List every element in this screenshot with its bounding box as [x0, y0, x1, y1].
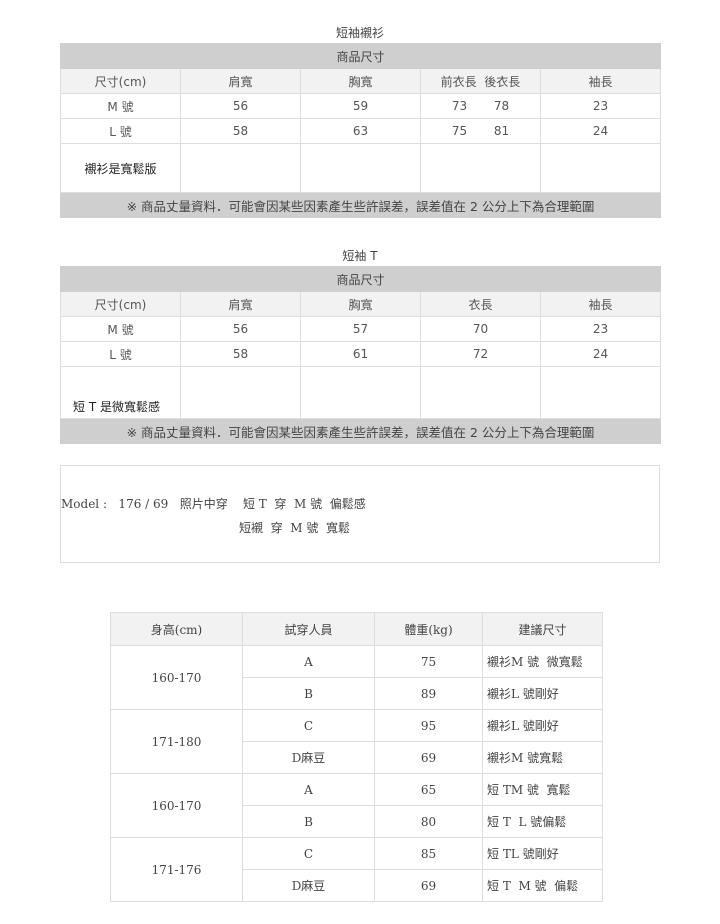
table-cell: L 號	[60, 341, 181, 367]
table-cell: 59	[300, 93, 421, 119]
table-row: B 89 襯衫L 號剛好	[111, 677, 603, 710]
weight: 75	[374, 645, 483, 678]
model-info-line-2: 短襯 穿 M 號 寬鬆	[239, 521, 350, 535]
height-range: 160-170	[110, 645, 243, 710]
size-table: 商品尺寸 尺寸(cm) 肩寬 胸寬 衣長 袖長 M 號 56 57 70 23 L 號 58 61 72 24…	[59, 266, 662, 444]
tester: A	[242, 773, 375, 806]
table-row: 171-180 C 95 襯衫L 號剛好	[110, 709, 603, 774]
column-header: 胸寬	[300, 291, 421, 317]
table-cell: 73 78	[420, 93, 541, 119]
table-cell: 24	[539, 118, 662, 144]
table-cell: 23	[539, 93, 662, 119]
tester: B	[242, 677, 375, 710]
size-table: 商品尺寸 尺寸(cm) 肩寬 胸寬 前衣長 後衣長 袖長 M 號 56 59 73 78 23 L 號…	[59, 43, 662, 218]
measurement-disclaimer: ※ 商品丈量資料．可能會因某些因素產生些許誤差，誤差值在 2 公分上下為合理範圍	[59, 192, 662, 218]
column-header: 身高(cm)	[110, 612, 243, 646]
column-header: 尺寸(cm)	[60, 68, 181, 94]
table-cell: 72	[420, 341, 541, 367]
size-bar-label: 商品尺寸	[59, 266, 662, 292]
table-cell: 24	[539, 341, 662, 367]
fit-note: 短 T 是微寬鬆感	[60, 366, 181, 419]
table-cell: 56	[180, 93, 301, 119]
table-cell: 63	[300, 118, 421, 144]
fit-note: 襯衫是寬鬆版	[60, 143, 181, 193]
suggested-size: 襯衫M 號寬鬆	[482, 741, 603, 774]
suggested-size: 襯衫L 號剛好	[482, 677, 603, 710]
table-row: D麻豆 69 襯衫M 號寬鬆	[111, 741, 603, 774]
column-header: 尺寸(cm)	[60, 291, 181, 317]
tester: D麻豆	[242, 741, 375, 774]
tester: D麻豆	[242, 869, 375, 902]
column-header: 袖長	[539, 68, 662, 94]
tester: A	[242, 645, 375, 678]
table-cell: 61	[300, 341, 421, 367]
weight: 65	[374, 773, 483, 806]
suggested-size: 襯衫M 號 微寬鬆	[482, 645, 603, 678]
model-info-line-1: Model : 176 / 69 照片中穿 短 T 穿 M 號 偏鬆感	[61, 497, 366, 511]
weight: 95	[374, 709, 483, 742]
table-row: 160-170 A 65 短 TM 號 寬鬆	[110, 773, 603, 838]
column-header: 肩寬	[180, 291, 301, 317]
table-cell: 58	[180, 118, 301, 144]
table-title: 短袖 T	[342, 249, 378, 263]
table-cell: 57	[300, 316, 421, 342]
table-cell: M 號	[60, 93, 181, 119]
tester: C	[242, 837, 375, 870]
weight: 85	[374, 837, 483, 870]
column-header: 體重(kg)	[374, 612, 483, 646]
column-header: 試穿人員	[242, 612, 375, 646]
table-cell: L 號	[60, 118, 181, 144]
weight: 69	[374, 869, 483, 902]
table-cell: 56	[180, 316, 301, 342]
suggested-size: 短 T L 號偏鬆	[482, 805, 603, 838]
table-row: M 號 56 57 70 23	[60, 316, 662, 342]
measurement-disclaimer: ※ 商品丈量資料．可能會因某些因素產生些許誤差，誤差值在 2 公分上下為合理範圍	[59, 418, 662, 444]
column-header: 建議尺寸	[482, 612, 603, 646]
column-header: 衣長	[420, 291, 541, 317]
column-header: 袖長	[539, 291, 662, 317]
table-row: 160-170 A 75 襯衫M 號 微寬鬆	[110, 645, 603, 710]
suggested-size: 短 T M 號 偏鬆	[482, 869, 603, 902]
table-row: M 號 56 59 73 78 23	[60, 93, 662, 119]
height-range: 171-180	[110, 709, 243, 774]
suggested-size: 短 TL 號剛好	[482, 837, 603, 870]
weight: 80	[374, 805, 483, 838]
size-bar-label: 商品尺寸	[59, 43, 662, 69]
tester: C	[242, 709, 375, 742]
table-row: L 號 58 63 75 81 24	[60, 118, 662, 144]
table-row: L 號 58 61 72 24	[60, 341, 662, 367]
column-header: 胸寬	[300, 68, 421, 94]
table-cell: M 號	[60, 316, 181, 342]
table-row: D麻豆 69 短 T M 號 偏鬆	[111, 869, 603, 902]
column-header: 前衣長 後衣長	[420, 68, 541, 94]
table-cell: 70	[420, 316, 541, 342]
table-title: 短袖襯衫	[335, 26, 384, 40]
table-cell: 58	[180, 341, 301, 367]
weight: 89	[374, 677, 483, 710]
suggested-size: 襯衫L 號剛好	[482, 709, 603, 742]
table-row: 171-176 C 85 短 TL 號剛好	[110, 837, 603, 902]
height-range: 160-170	[110, 773, 243, 838]
column-header: 肩寬	[180, 68, 301, 94]
fit-recommendation-table: 身高(cm) 試穿人員 體重(kg) 建議尺寸 160-170 A 75 襯衫M 號 微寬鬆 B…	[110, 612, 603, 902]
model-info-box: Model : 176 / 69 照片中穿 短 T 穿 M 號 偏鬆感 短襯 穿…	[60, 465, 660, 563]
suggested-size: 短 TM 號 寬鬆	[482, 773, 603, 806]
tester: B	[242, 805, 375, 838]
table-cell: 23	[539, 316, 662, 342]
height-range: 171-176	[110, 837, 243, 902]
weight: 69	[374, 741, 483, 774]
table-cell: 75 81	[420, 118, 541, 144]
